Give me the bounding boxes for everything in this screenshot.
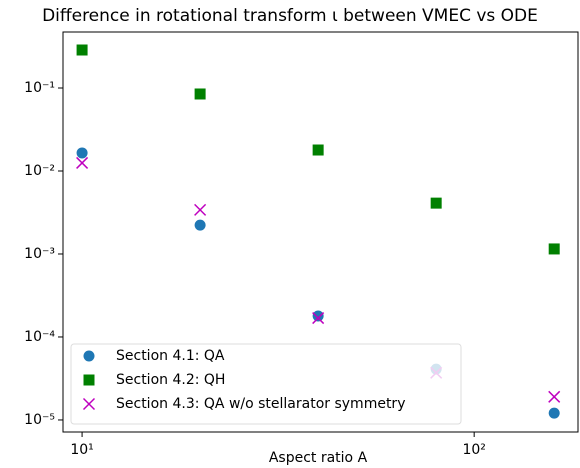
chart-title: Difference in rotational transform ι bet… [42,6,538,26]
point [430,197,442,209]
legend: Section 4.1: QA Section 4.2: QH Section 4.… [70,343,462,425]
legend-label: Section 4.3: QA w/o stellarator symmetry [116,396,405,412]
y-tick-label: 10⁻⁴ [24,329,55,345]
legend-label: Section 4.2: QH [116,372,225,388]
x-tick-label: 10¹ [70,442,93,458]
point [194,203,207,216]
point [194,219,206,231]
legend-label: Section 4.1: QA [116,348,225,364]
point [76,44,88,56]
point [548,243,560,255]
point [312,144,324,156]
point [312,312,325,325]
y-tick-label: 10⁻¹ [24,80,55,96]
legend-marker [83,350,95,362]
point [312,310,324,322]
point [548,407,560,419]
point [76,147,88,159]
y-tick-label: 10⁻⁵ [24,412,55,428]
plot-frame [62,31,579,433]
point [194,88,206,100]
point [76,156,89,169]
legend-marker [83,374,95,386]
point [548,390,561,403]
legend-frame [70,343,462,425]
x-axis-label: Aspect ratio A [269,450,368,466]
x-tick-label: 10² [462,442,485,458]
y-tick-label: 10⁻² [24,163,55,179]
legend-marker [82,397,96,411]
y-tick-label: 10⁻³ [24,246,55,262]
